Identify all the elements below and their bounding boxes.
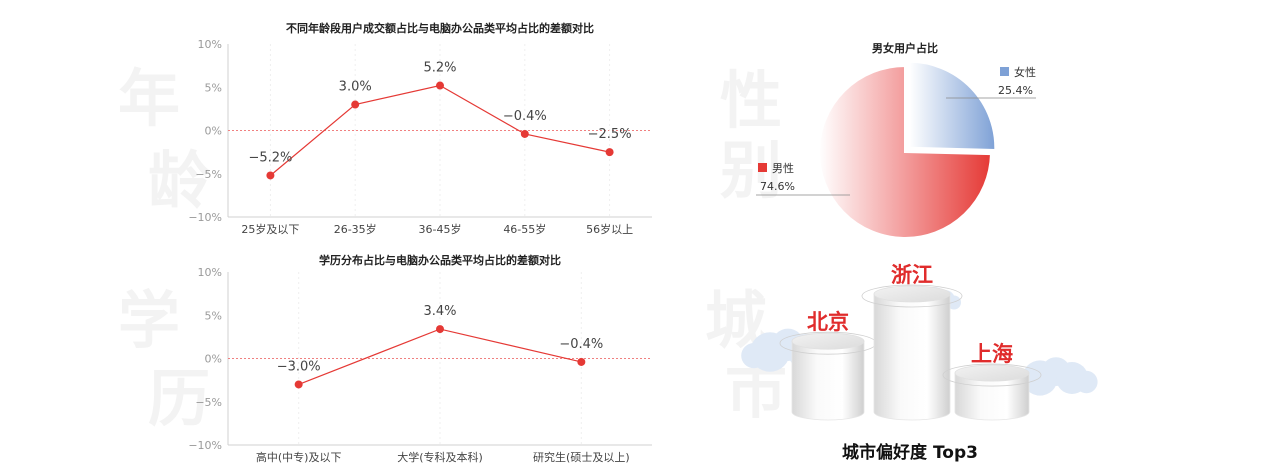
category-label: 25岁及以下 (241, 222, 299, 236)
data-point (436, 81, 444, 90)
watermark-age-2: 龄 (148, 144, 211, 217)
category-label: 26-35岁 (334, 222, 377, 236)
data-point (520, 129, 529, 138)
data-label: −0.4% (503, 109, 547, 124)
y-tick-label: 10% (198, 38, 222, 51)
city-cylinder-top (791, 332, 865, 350)
slice-value-male: 74.6% (760, 180, 795, 193)
cloud-puff (947, 295, 961, 310)
city-cylinder-top (873, 285, 951, 303)
data-point (266, 171, 275, 180)
data-point (294, 380, 303, 389)
education-chart-title: 学历分布占比与电脑办公品类平均占比的差额对比 (319, 253, 561, 267)
pie-title: 男女用户占比 (872, 41, 938, 55)
category-label: 46-55岁 (503, 222, 546, 236)
data-point (436, 325, 444, 334)
city-chart-title: 城市偏好度 Top3 (842, 442, 978, 463)
city-label: 北京 (807, 310, 849, 334)
city-cylinder-top (954, 364, 1030, 382)
legend-label-male: 男性 (772, 161, 794, 175)
age-chart-title: 不同年龄段用户成交额占比与电脑办公品类平均占比的差额对比 (286, 21, 594, 35)
data-label: −0.4% (559, 337, 603, 352)
city-label: 浙江 (891, 263, 933, 287)
legend-swatch-female (1000, 67, 1009, 76)
city-ring (942, 363, 1042, 387)
legend-label-female: 女性 (1014, 65, 1036, 79)
slice-value-female: 25.4% (998, 84, 1033, 97)
data-label: 3.4% (423, 304, 456, 319)
category-label: 高中(中专)及以下 (256, 450, 342, 464)
category-label: 研究生(硕士及以上) (533, 450, 630, 464)
watermark-edu-1: 学 (118, 284, 181, 357)
pie-slice (908, 60, 997, 151)
watermark-edu-2: 历 (148, 362, 211, 435)
y-tick-label: 10% (198, 266, 222, 279)
y-tick-label: −5% (195, 168, 222, 181)
data-label: −2.5% (588, 127, 632, 142)
data-point (351, 100, 360, 109)
watermark-gender-2: 别 (720, 134, 783, 207)
category-label: 56岁以上 (586, 222, 633, 236)
y-tick-label: −5% (195, 396, 222, 409)
category-label: 大学(专科及本科) (397, 450, 483, 464)
city-cylinder (873, 293, 951, 421)
cloud-puff (1075, 370, 1098, 394)
y-tick-label: −10% (188, 439, 222, 452)
pie-slice (818, 64, 993, 239)
cloud-puff (741, 343, 767, 369)
watermark-age-1: 年 (118, 62, 181, 135)
legend-swatch-male (758, 163, 767, 172)
data-point (605, 148, 614, 157)
data-label: 5.2% (423, 61, 456, 76)
y-tick-label: 5% (205, 309, 222, 322)
data-point (577, 357, 586, 366)
y-tick-label: −10% (188, 211, 222, 224)
y-tick-label: 5% (205, 81, 222, 94)
data-label: 3.0% (339, 80, 372, 95)
data-label: −5.2% (248, 150, 292, 165)
city-ring (861, 284, 963, 308)
data-label: −3.0% (277, 359, 321, 374)
city-cylinder (954, 372, 1030, 421)
category-label: 36-45岁 (419, 222, 462, 236)
city-cylinder (791, 340, 865, 421)
city-label: 上海 (971, 342, 1013, 366)
y-tick-label: 0% (205, 125, 222, 138)
y-tick-label: 0% (205, 353, 222, 366)
watermark-gender-1: 性 (720, 64, 783, 137)
